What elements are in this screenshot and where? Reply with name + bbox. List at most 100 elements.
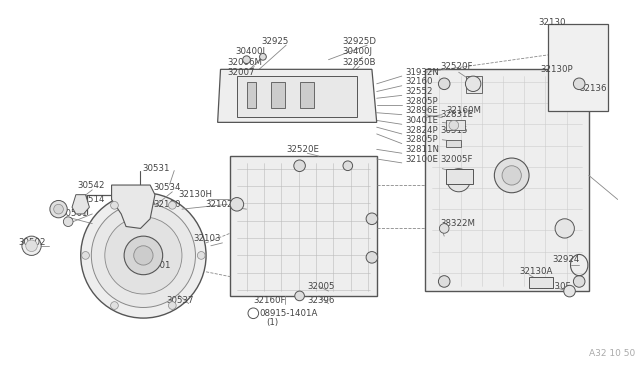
Text: 32130P: 32130P bbox=[541, 65, 573, 74]
Text: 32130: 32130 bbox=[539, 17, 566, 26]
Circle shape bbox=[260, 54, 266, 60]
Bar bbox=[446, 140, 461, 147]
Bar bbox=[425, 69, 589, 291]
Text: 32396: 32396 bbox=[307, 296, 335, 305]
Circle shape bbox=[82, 251, 90, 259]
Circle shape bbox=[502, 166, 522, 185]
Text: 32805P: 32805P bbox=[406, 135, 438, 144]
Circle shape bbox=[573, 78, 585, 90]
Circle shape bbox=[555, 219, 574, 238]
Text: 30502: 30502 bbox=[18, 238, 45, 247]
Circle shape bbox=[248, 308, 259, 318]
Text: 30515: 30515 bbox=[440, 126, 468, 135]
Text: 32520F: 32520F bbox=[440, 62, 473, 71]
Bar bbox=[230, 156, 377, 296]
Circle shape bbox=[50, 201, 67, 218]
Bar bbox=[237, 76, 357, 116]
Text: 32831E: 32831E bbox=[440, 110, 474, 119]
Circle shape bbox=[111, 302, 118, 310]
Text: 32850B: 32850B bbox=[342, 58, 376, 67]
Text: 32824P: 32824P bbox=[406, 126, 438, 135]
Bar bbox=[548, 24, 608, 111]
Text: A32 10 50: A32 10 50 bbox=[589, 349, 635, 358]
Text: 32130H: 32130H bbox=[178, 190, 212, 199]
Circle shape bbox=[197, 251, 205, 259]
Text: 30542: 30542 bbox=[78, 180, 106, 190]
Polygon shape bbox=[271, 82, 285, 108]
Circle shape bbox=[26, 240, 37, 251]
Text: 32925D: 32925D bbox=[342, 37, 376, 46]
Circle shape bbox=[294, 160, 305, 171]
Polygon shape bbox=[72, 195, 90, 214]
Circle shape bbox=[168, 302, 176, 310]
Bar bbox=[467, 76, 482, 93]
Circle shape bbox=[134, 246, 153, 265]
Circle shape bbox=[54, 204, 63, 214]
Polygon shape bbox=[218, 69, 377, 122]
Text: 32007: 32007 bbox=[227, 68, 255, 77]
Polygon shape bbox=[300, 82, 314, 108]
Text: 32520E: 32520E bbox=[286, 145, 319, 154]
Polygon shape bbox=[246, 82, 256, 108]
Circle shape bbox=[465, 76, 481, 92]
Circle shape bbox=[243, 56, 250, 64]
Circle shape bbox=[168, 202, 176, 209]
Polygon shape bbox=[111, 185, 155, 228]
Circle shape bbox=[494, 158, 529, 193]
Text: 30400J: 30400J bbox=[235, 48, 265, 57]
Text: 08915-1401A: 08915-1401A bbox=[259, 309, 317, 318]
Text: 30534: 30534 bbox=[153, 183, 180, 192]
Text: 32160M: 32160M bbox=[446, 106, 481, 115]
Circle shape bbox=[564, 285, 575, 297]
Text: 32925: 32925 bbox=[261, 37, 289, 46]
Text: 30400J: 30400J bbox=[342, 48, 372, 57]
Circle shape bbox=[438, 78, 450, 90]
Bar bbox=[529, 277, 553, 288]
Bar bbox=[446, 169, 473, 184]
Text: 30401E: 30401E bbox=[406, 116, 438, 125]
Text: 32811N: 32811N bbox=[406, 145, 440, 154]
Circle shape bbox=[22, 236, 41, 256]
Text: 31932N: 31932N bbox=[406, 68, 440, 77]
Text: 38322M: 38322M bbox=[440, 219, 476, 228]
Text: 32130F: 32130F bbox=[539, 282, 571, 291]
Circle shape bbox=[343, 161, 353, 171]
Text: 30401: 30401 bbox=[143, 260, 171, 270]
Circle shape bbox=[81, 193, 206, 318]
Text: (1): (1) bbox=[266, 318, 278, 327]
Circle shape bbox=[105, 217, 182, 294]
Circle shape bbox=[438, 276, 450, 287]
Circle shape bbox=[449, 121, 459, 130]
Circle shape bbox=[230, 198, 244, 211]
Circle shape bbox=[366, 213, 378, 225]
Text: 32102: 32102 bbox=[205, 200, 232, 209]
Text: 30537: 30537 bbox=[166, 296, 194, 305]
Circle shape bbox=[92, 203, 195, 308]
Text: 30514: 30514 bbox=[78, 195, 106, 204]
Text: 32552: 32552 bbox=[406, 87, 433, 96]
Circle shape bbox=[573, 276, 585, 287]
Text: 32924: 32924 bbox=[552, 255, 580, 264]
Text: 32805P: 32805P bbox=[406, 97, 438, 106]
Circle shape bbox=[447, 169, 470, 192]
Circle shape bbox=[63, 217, 73, 227]
Circle shape bbox=[295, 291, 305, 301]
Text: 30501: 30501 bbox=[60, 209, 88, 218]
Text: 32160F: 32160F bbox=[253, 296, 286, 305]
Text: 32896E: 32896E bbox=[406, 106, 438, 115]
Text: 32160: 32160 bbox=[406, 77, 433, 86]
Bar bbox=[446, 121, 465, 130]
Circle shape bbox=[440, 224, 449, 233]
Text: 32100E: 32100E bbox=[406, 154, 438, 164]
Text: 32130A: 32130A bbox=[520, 267, 553, 276]
Text: 32136: 32136 bbox=[579, 84, 607, 93]
Circle shape bbox=[366, 251, 378, 263]
Circle shape bbox=[124, 236, 163, 275]
Text: 32100: 32100 bbox=[153, 200, 180, 209]
Text: 32005F: 32005F bbox=[440, 154, 473, 164]
Text: 32006M: 32006M bbox=[227, 58, 262, 67]
Text: 32005: 32005 bbox=[307, 282, 335, 291]
Circle shape bbox=[111, 202, 118, 209]
Text: 32103: 32103 bbox=[193, 234, 221, 243]
Text: 30531: 30531 bbox=[143, 164, 170, 173]
